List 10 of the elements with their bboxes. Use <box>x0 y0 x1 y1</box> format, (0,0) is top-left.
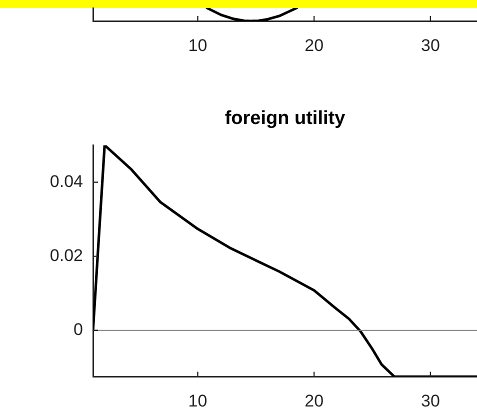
x-tick-label: 20 <box>304 36 324 55</box>
y-tick-label: 0.04 <box>50 172 83 191</box>
y-tick-label: 0 <box>74 320 83 340</box>
x-tick-label: 30 <box>420 36 440 55</box>
x-tick-label: 10 <box>188 36 208 55</box>
chart-title: foreign utility <box>224 108 346 130</box>
y-tick-label: 0.02 <box>50 246 83 266</box>
x-tick-label: 20 <box>304 392 324 411</box>
x-tick-label: 30 <box>420 392 440 411</box>
x-tick-label: 10 <box>188 392 208 411</box>
